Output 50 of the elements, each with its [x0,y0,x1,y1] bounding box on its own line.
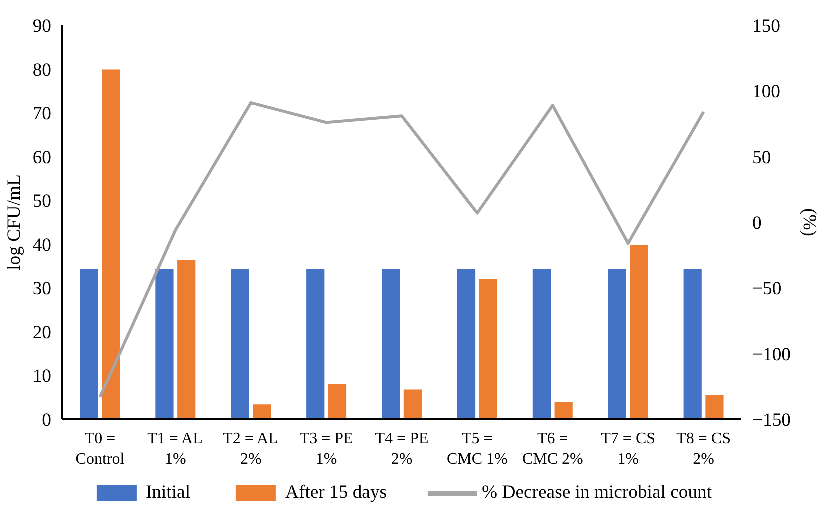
y-tick-label: 10 [32,366,52,388]
x-tick-label: T2 = AL 2% [223,430,278,468]
legend-label: % Decrease in microbial count [482,482,712,504]
legend-label: Initial [146,482,191,504]
bar [178,260,196,420]
bar [382,269,400,420]
bar [328,384,347,420]
bar [457,269,476,420]
y2-tick-label: −150 [752,410,792,431]
x-tick-label: T7 = CS 1% [601,430,656,468]
bar [306,269,325,420]
bar [532,269,552,420]
y2-tick-label: 100 [752,82,780,103]
y-tick-label: 0 [42,410,52,431]
y2-tick-label: −100 [752,344,792,366]
x-tick-label: T4 = PE 2% [375,430,429,468]
x-tick-label: T1 = AL 1% [148,430,203,468]
bar [404,390,422,420]
y-axis-title: log CFU/mL [4,174,25,270]
y-tick-label: 50 [32,191,52,212]
y-tick-label: 80 [32,60,52,81]
bar [252,404,272,420]
y2-tick-label: 0 [752,213,762,234]
y-tick-label: 90 [32,16,52,37]
bar [102,70,120,420]
y2-axis-title: (%) [799,208,820,236]
bar [706,395,724,420]
bar [80,269,98,420]
line-series [98,101,706,399]
y2-tick-label: 150 [752,16,780,37]
legend-label: After 15 days [286,482,388,504]
y-tick-label: 20 [32,322,52,344]
x-tick-label: T6 = CMC 2% [522,430,584,468]
y-tick-label: 60 [32,147,52,168]
bar [479,279,498,420]
bar [554,402,573,420]
y2-tick-label: −50 [752,278,782,300]
x-tick-label: T0 = Control [76,430,126,468]
bar [684,269,702,420]
bar [156,269,174,420]
bar [231,269,250,420]
bar [630,245,648,420]
y2-tick-label: 50 [752,147,772,168]
x-tick-label: T3 = PE 1% [300,430,354,468]
bar [608,269,626,420]
x-tick-label: T5 = CMC 1% [446,430,508,468]
y-tick-label: 70 [32,104,52,125]
y-tick-label: 30 [32,278,52,300]
x-tick-label: T8 = CS 2% [676,430,731,468]
y-tick-label: 40 [32,234,52,256]
